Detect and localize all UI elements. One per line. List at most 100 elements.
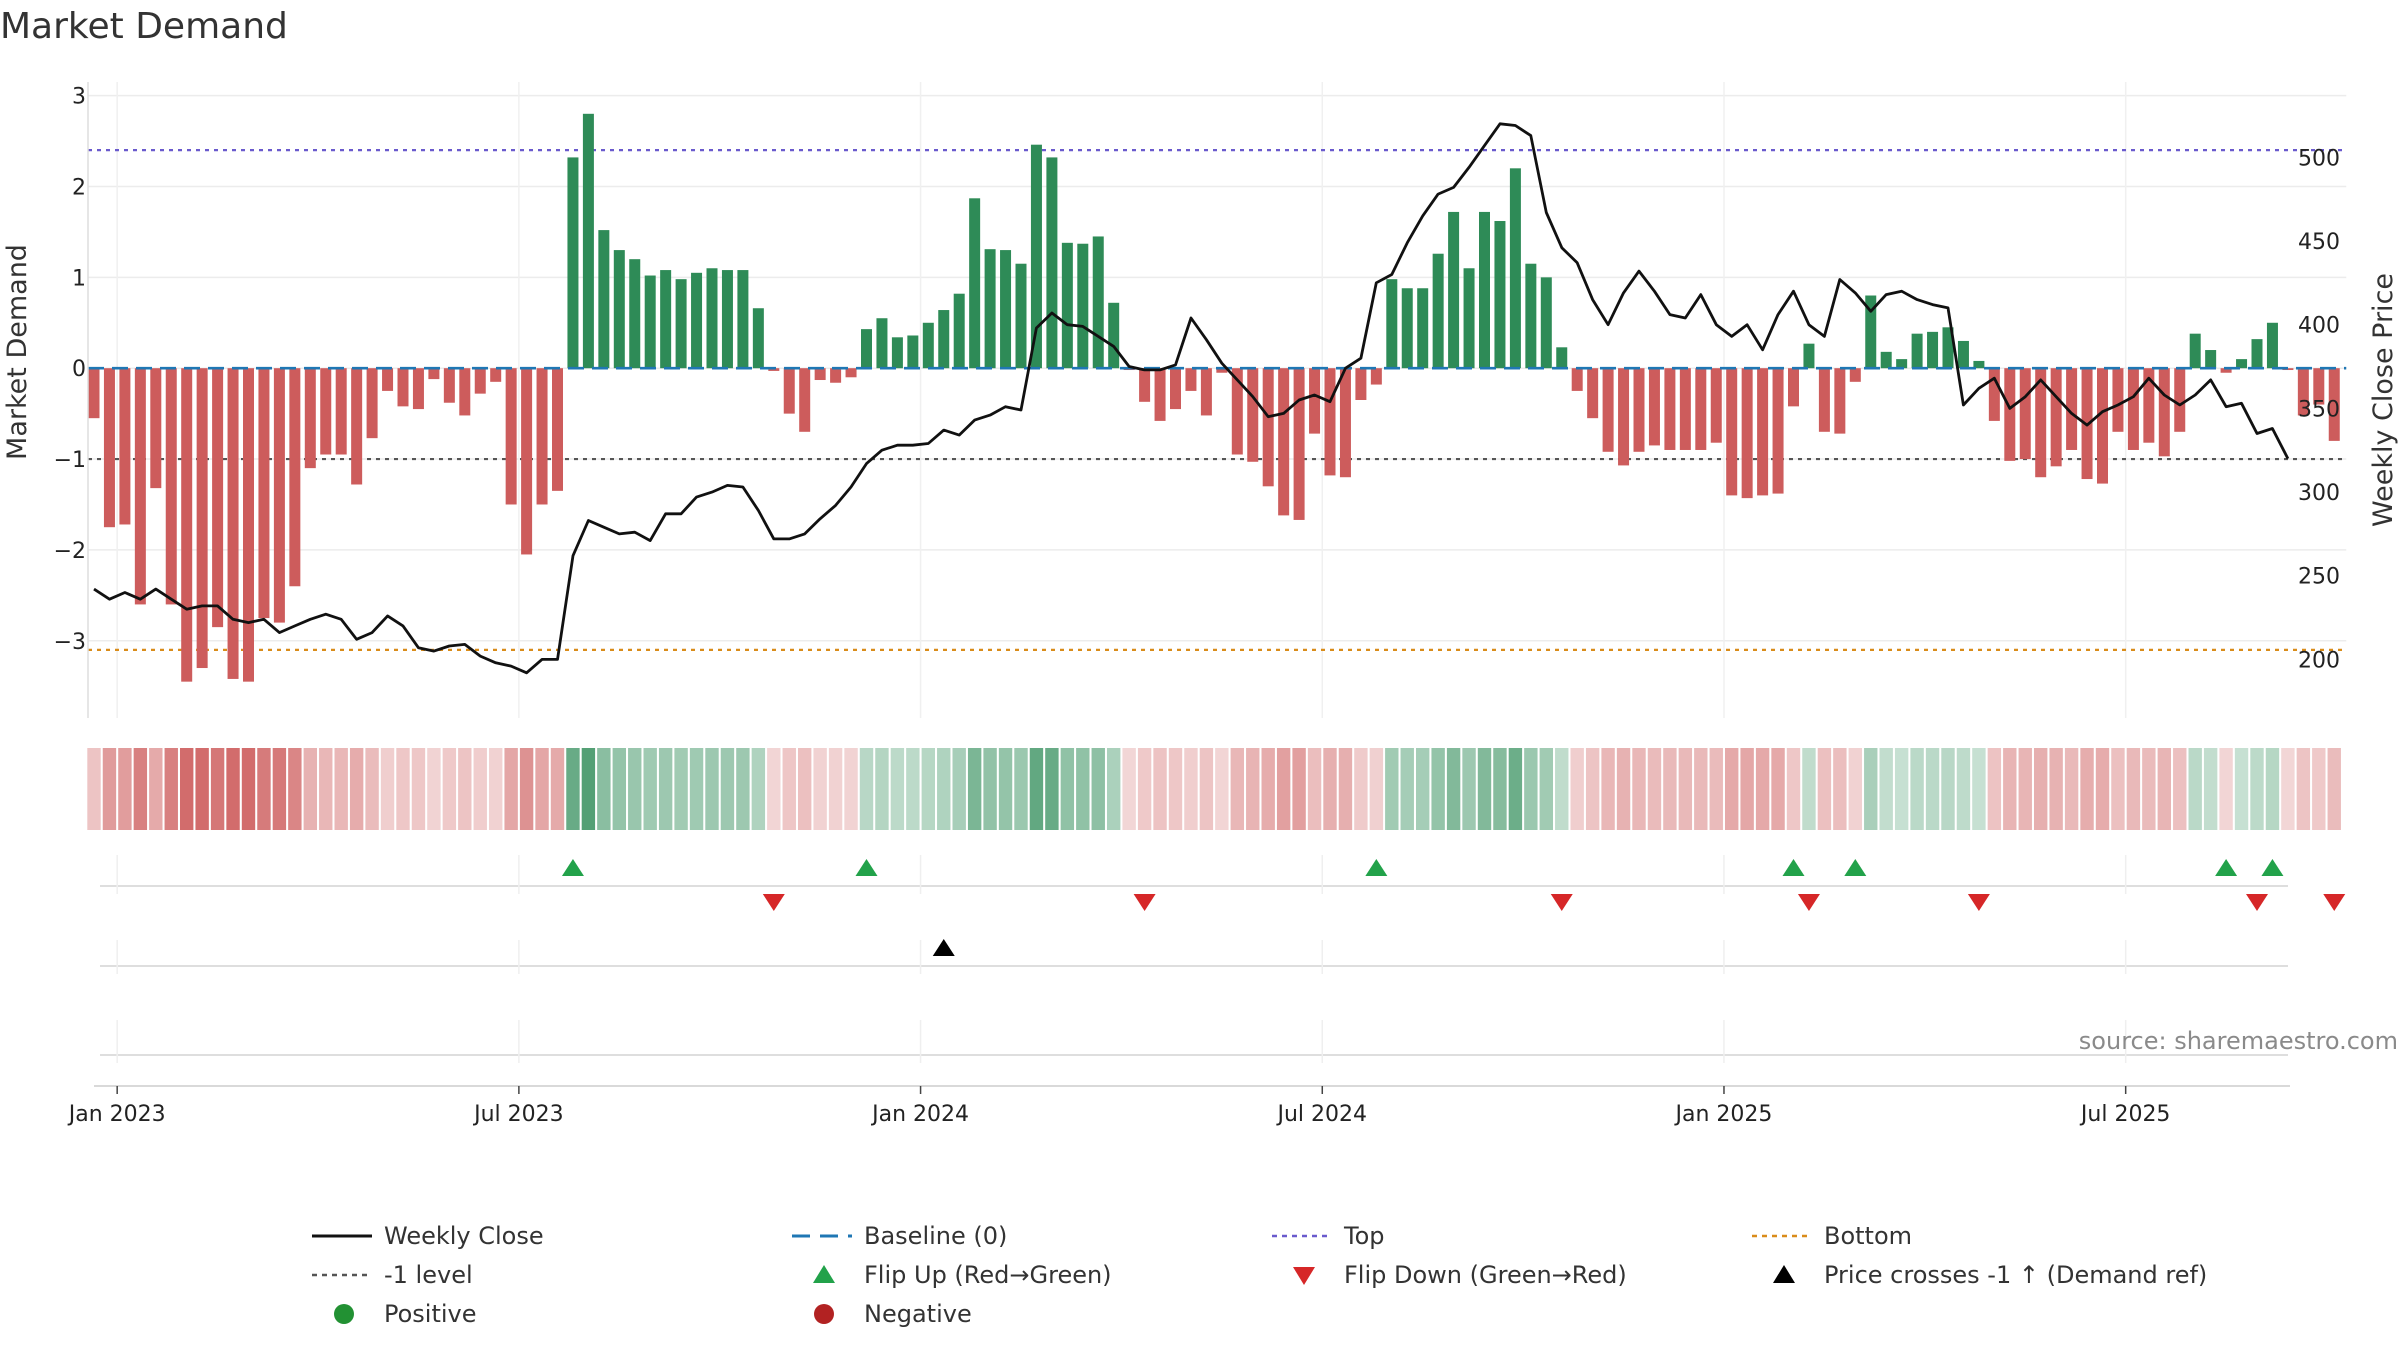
heat-cell xyxy=(1802,748,1816,830)
demand-bar xyxy=(1386,279,1398,369)
legend-marker xyxy=(1293,1267,1315,1285)
demand-bar xyxy=(1339,368,1351,478)
heat-cell xyxy=(1446,748,1461,830)
legend-label: Bottom xyxy=(1824,1222,1912,1250)
y-tick-left: 3 xyxy=(72,85,86,110)
x-tick-label: Jan 2025 xyxy=(1674,1102,1773,1127)
legend-item: Positive xyxy=(334,1300,477,1328)
demand-bar xyxy=(1834,368,1846,434)
demand-bar xyxy=(814,368,826,381)
heat-cell xyxy=(828,748,843,830)
demand-bar xyxy=(799,368,811,432)
demand-bar xyxy=(150,368,162,489)
heat-cell xyxy=(180,748,194,830)
price-cross-marker xyxy=(932,939,955,956)
demand-bar xyxy=(768,368,780,371)
heat-cell xyxy=(566,748,580,830)
demand-bar xyxy=(922,322,934,369)
y-tick-right: 500 xyxy=(2298,146,2340,171)
heat-cell xyxy=(1555,748,1569,830)
demand-bar xyxy=(1849,368,1861,382)
legend-item: -1 level xyxy=(312,1261,473,1289)
heat-cell xyxy=(1276,748,1291,830)
demand-bar xyxy=(2097,368,2108,484)
demand-bar xyxy=(134,368,146,605)
heat-cell xyxy=(844,748,858,830)
demand-bar xyxy=(1200,368,1212,416)
demand-bar xyxy=(459,368,471,416)
heat-cell xyxy=(1369,748,1384,830)
heat-cell xyxy=(2203,748,2218,830)
demand-bar xyxy=(1185,368,1197,391)
heat-cell xyxy=(1771,748,1785,830)
demand-bar xyxy=(2251,339,2263,369)
flip-down-marker xyxy=(2323,894,2346,911)
demand-bar xyxy=(2205,350,2217,369)
y-tick-left: −1 xyxy=(54,448,86,473)
heat-cell xyxy=(1184,748,1198,830)
demand-bar xyxy=(2266,322,2278,369)
demand-bar xyxy=(1401,288,1413,369)
price-line-group xyxy=(93,122,2290,675)
heat-cell xyxy=(473,748,487,830)
demand-bar xyxy=(1602,368,1614,452)
demand-bar xyxy=(1571,368,1583,391)
demand-bar xyxy=(721,270,733,369)
demand-bar xyxy=(552,368,563,491)
heat-cell xyxy=(1246,748,1260,830)
heat-cell xyxy=(2281,748,2295,830)
heat-cell xyxy=(720,748,735,830)
demand-bar xyxy=(938,310,950,369)
heat-cell xyxy=(504,748,518,830)
heat-cell xyxy=(1786,748,1801,830)
y-tick-left: −2 xyxy=(54,539,86,564)
y-tick-right: 450 xyxy=(2298,230,2340,255)
heat-cell xyxy=(643,748,657,830)
heat-cell xyxy=(1956,748,1971,830)
heat-cell xyxy=(1354,748,1368,830)
x-tick-label: Jul 2024 xyxy=(1276,1102,1368,1127)
demand-bar xyxy=(830,368,842,383)
demand-bar xyxy=(1509,168,1521,369)
demand-bar xyxy=(2297,368,2309,416)
demand-bar xyxy=(1046,157,1058,369)
x-tick-label: Jul 2023 xyxy=(472,1102,564,1127)
legend-label: Baseline (0) xyxy=(864,1222,1007,1250)
demand-bar xyxy=(196,368,208,669)
demand-bar xyxy=(382,368,394,391)
heat-cell xyxy=(689,748,704,830)
legend-item: Baseline (0) xyxy=(792,1222,1007,1250)
demand-bar xyxy=(2050,368,2062,467)
demand-bar xyxy=(1077,243,1089,369)
heat-cell xyxy=(1709,748,1723,830)
heat-cell xyxy=(195,748,209,830)
heat-cell xyxy=(1941,748,1955,830)
heat-cell xyxy=(1230,748,1244,830)
heat-cell xyxy=(2250,748,2264,830)
heat-cell xyxy=(581,748,596,830)
flip-up-marker xyxy=(1844,859,1867,876)
demand-bar xyxy=(1355,368,1367,400)
demand-bar xyxy=(1540,277,1552,369)
demand-bar xyxy=(1479,211,1490,369)
heat-cell xyxy=(1539,748,1553,830)
heat-cell xyxy=(1168,748,1183,830)
heat-cell xyxy=(1725,748,1739,830)
demand-bar xyxy=(1463,268,1475,369)
heat-cell xyxy=(628,748,642,830)
demand-bar xyxy=(1370,368,1382,385)
demand-bar xyxy=(1618,368,1630,466)
heat-cell xyxy=(1508,748,1523,830)
demand-bar xyxy=(1432,253,1444,369)
heat-cell xyxy=(2080,748,2094,830)
heat-cell xyxy=(751,748,766,830)
heat-cell xyxy=(1740,748,1754,830)
heat-cell xyxy=(365,748,379,830)
demand-bar xyxy=(1927,331,1939,369)
demand-bar xyxy=(1633,368,1645,452)
y-tick-right: 400 xyxy=(2298,314,2340,339)
demand-bar xyxy=(1494,221,1506,369)
demand-bar xyxy=(1030,144,1042,369)
heat-cell xyxy=(2157,748,2171,830)
heat-cell xyxy=(921,748,935,830)
